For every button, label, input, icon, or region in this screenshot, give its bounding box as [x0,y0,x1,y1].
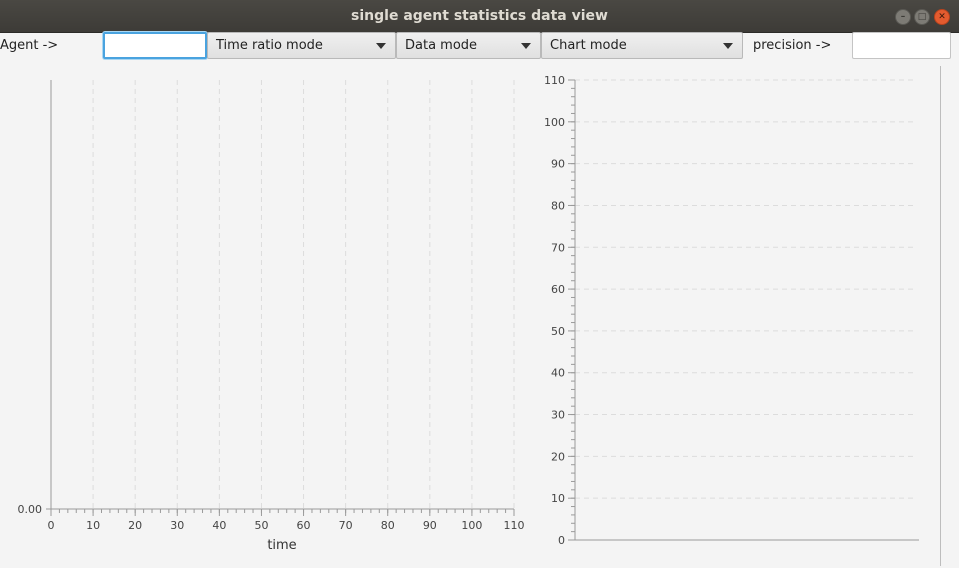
title-bar[interactable]: single agent statistics data view – □ ✕ [0,0,959,33]
close-icon[interactable]: ✕ [934,9,950,25]
y-tick-label: 60 [551,283,565,296]
agent-input[interactable] [103,32,207,59]
y-tick-label: 50 [551,325,565,338]
y-tick-label: 90 [551,158,565,171]
y-tick-label: 10 [551,492,565,505]
x-tick-label: 110 [504,519,525,532]
x-tick-label: 70 [339,519,353,532]
precision-label: precision -> [753,38,832,53]
y-tick-label: 110 [544,74,565,87]
y-tick-label: 30 [551,409,565,422]
x-tick-label: 10 [86,519,100,532]
right-panel-divider [940,66,941,566]
data-mode-label: Data mode [405,38,478,53]
x-tick-label: 20 [128,519,142,532]
x-axis-label: time [267,538,296,553]
x-tick-label: 0 [48,519,55,532]
x-tick-label: 30 [170,519,184,532]
y-tick-label: 20 [551,450,565,463]
maximize-icon[interactable]: □ [914,9,930,25]
x-tick-label: 100 [461,519,482,532]
x-tick-label: 60 [297,519,311,532]
y-tick-label: 80 [551,199,565,212]
y-tick-label: 100 [544,116,565,129]
x-tick-label: 40 [212,519,226,532]
time-ratio-mode-select[interactable]: Time ratio mode [207,32,396,59]
agent-label: Agent -> [0,38,59,53]
y-tick-label: 0 [558,534,565,547]
data-mode-select[interactable]: Data mode [396,32,541,59]
y-tick-label: 70 [551,241,565,254]
minimize-icon[interactable]: – [895,9,911,25]
y-tick-label: 40 [551,367,565,380]
precision-input[interactable] [852,32,951,59]
time-line-chart: 0 10 20 30 40 50 60 70 80 90 100 110 0.00 time [18,80,525,553]
time-ratio-mode-label: Time ratio mode [216,38,323,53]
y-tick-label: 0.00 [18,503,43,516]
bar-chart: 0 10 20 30 40 50 60 70 80 90 100 110 [544,74,919,547]
chevron-down-icon [521,43,531,49]
x-tick-label: 90 [423,519,437,532]
window-title: single agent statistics data view [351,8,608,24]
chart-mode-label: Chart mode [550,38,627,53]
chevron-down-icon [723,43,733,49]
chevron-down-icon [376,43,386,49]
x-tick-label: 80 [381,519,395,532]
chart-mode-select[interactable]: Chart mode [541,32,743,59]
x-tick-label: 50 [254,519,268,532]
